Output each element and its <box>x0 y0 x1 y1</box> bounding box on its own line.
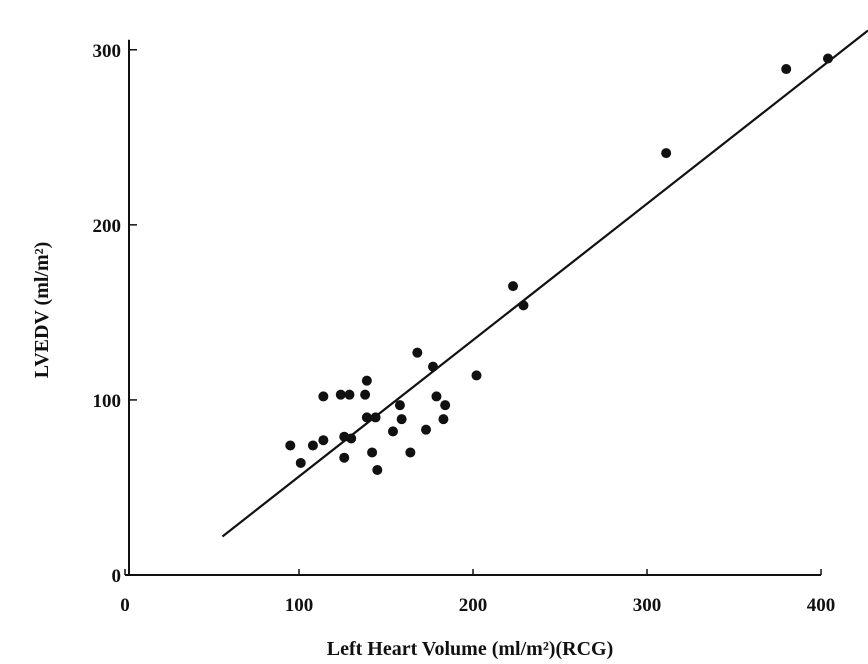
data-point <box>781 64 792 75</box>
x-tick-label: 0 <box>120 595 130 616</box>
data-point <box>518 300 529 311</box>
y-axis-label: LVEDV (ml/m²) <box>31 242 53 379</box>
y-tick-label: 300 <box>93 41 122 62</box>
data-point <box>661 148 672 159</box>
data-point <box>431 391 442 402</box>
data-point <box>405 447 416 458</box>
x-tick-label: 300 <box>633 595 662 616</box>
data-point <box>335 389 346 400</box>
data-point <box>394 400 405 411</box>
data-point <box>372 464 383 475</box>
data-point <box>438 414 449 425</box>
x-tick-label: 400 <box>807 595 836 616</box>
data-point <box>318 391 329 402</box>
data-point <box>346 433 357 444</box>
data-point <box>367 447 378 458</box>
data-point <box>361 412 372 423</box>
data-point <box>471 370 482 381</box>
data-point <box>396 414 407 425</box>
data-point <box>307 440 318 451</box>
x-axis-label: Left Heart Volume (ml/m²)(RCG) <box>327 638 613 660</box>
data-point <box>421 424 432 435</box>
data-point <box>295 457 306 468</box>
data-point <box>339 452 350 463</box>
data-point <box>427 361 438 372</box>
data-point <box>344 389 355 400</box>
y-tick-label: 200 <box>93 216 122 237</box>
data-point <box>440 400 451 411</box>
data-point <box>387 426 398 437</box>
x-tick-label: 100 <box>285 595 314 616</box>
data-point <box>508 281 519 292</box>
x-tick-label: 200 <box>459 595 488 616</box>
data-point <box>412 347 423 358</box>
data-point <box>822 53 833 64</box>
data-point <box>318 435 329 446</box>
data-point <box>361 375 372 386</box>
data-point <box>370 412 381 423</box>
y-tick-label: 100 <box>93 391 122 412</box>
fit-line <box>221 29 868 538</box>
data-point <box>360 389 371 400</box>
data-point <box>285 440 296 451</box>
y-tick-label: 0 <box>112 566 122 587</box>
